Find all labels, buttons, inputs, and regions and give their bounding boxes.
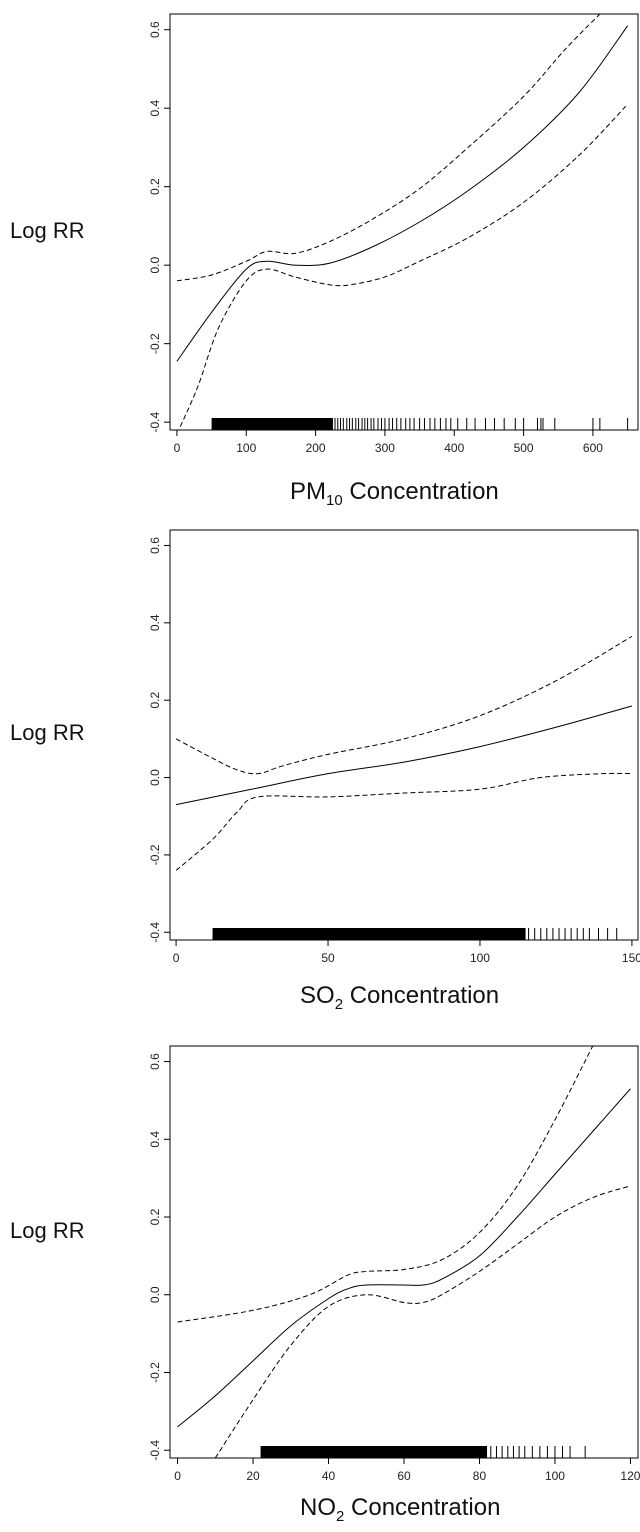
x-tick-label: 40 [322, 1469, 336, 1483]
y-tick-label: 0.2 [148, 692, 162, 709]
x-tick-label: 0 [174, 441, 181, 455]
x-axis-label-main: SO [300, 982, 335, 1009]
rug-dense [211, 418, 333, 430]
y-tick-label: 0.6 [148, 21, 162, 38]
x-tick-label: 50 [321, 951, 335, 965]
confidence-band-line [175, 772, 632, 871]
y-axis-label: Log RR [10, 720, 85, 745]
plot-frame [169, 529, 639, 941]
x-tick-label: 400 [444, 441, 464, 455]
y-tick-label: -0.2 [148, 333, 162, 354]
y-tick-label: 0.0 [148, 769, 162, 786]
x-axis-label-main: PM [290, 478, 326, 505]
plot-frame [169, 13, 639, 431]
x-tick-label: 500 [514, 441, 534, 455]
y-tick-label: 0.4 [148, 100, 162, 117]
x-tick-label: 600 [583, 441, 603, 455]
x-axis-label-rest: Concentration [342, 478, 499, 505]
confidence-band-line [175, 635, 633, 775]
y-tick-label: 0.0 [148, 1286, 162, 1303]
y-tick-label: 0.0 [148, 257, 162, 274]
y-tick-label: -0.2 [148, 1362, 162, 1383]
x-axis-label: SO2 Concentration [300, 982, 499, 1013]
x-tick-label: 0 [173, 951, 180, 965]
y-tick-label: 0.2 [148, 1208, 162, 1225]
y-tick-label: -0.2 [148, 844, 162, 865]
y-tick-label: 0.6 [148, 537, 162, 554]
x-axis-label-sub: 2 [334, 995, 344, 1013]
confidence-band-line [178, 103, 628, 430]
estimate-line [177, 1088, 631, 1428]
y-axis-label: Log RR [10, 218, 85, 243]
series-group [177, 1046, 631, 1458]
confidence-band-line [214, 1185, 631, 1458]
y-tick-label: -0.4 [148, 1440, 162, 1461]
y-tick-label: -0.4 [148, 922, 162, 943]
x-tick-label: 60 [397, 1469, 411, 1483]
confidence-band-line [177, 1046, 594, 1323]
y-tick-label: 0.2 [148, 178, 162, 195]
y-tick-label: -0.4 [148, 411, 162, 432]
panel-pm10: -0.4 -0.2 0.0 0.2 0.4 0.6 0 100 200 300 400 500 600 … [0, 0, 640, 510]
x-axis-label-rest: Concentration [344, 1494, 501, 1521]
x-axis-label-rest: Concentration [343, 982, 500, 1009]
x-tick-label: 80 [473, 1469, 487, 1483]
x-axis-label-main: NO [300, 1494, 336, 1521]
x-axis-label-sub: 2 [336, 1507, 345, 1525]
estimate-line [176, 25, 629, 362]
series-group [176, 14, 629, 430]
series-group [175, 635, 633, 871]
x-tick-label: 100 [545, 1469, 565, 1483]
x-tick-label: 150 [622, 951, 640, 965]
x-axis-label: NO2 Concentration [300, 1494, 500, 1525]
rug-dense [260, 1446, 488, 1458]
y-axis-label: Log RR [10, 1218, 85, 1243]
rug-dense [212, 928, 526, 940]
x-tick-label: 200 [306, 441, 326, 455]
y-tick-label: 0.4 [148, 1131, 162, 1148]
plot-frame [169, 1045, 639, 1459]
x-tick-label: 100 [236, 441, 256, 455]
estimate-line [175, 705, 633, 806]
x-tick-label: 0 [174, 1469, 181, 1483]
x-tick-label: 20 [246, 1469, 260, 1483]
x-axis-label: PM10 Concentration [290, 478, 499, 509]
chart-pm10: -0.4 -0.2 0.0 0.2 0.4 0.6 0 100 200 300 400 500 600 [148, 13, 639, 455]
x-tick-label: 300 [375, 441, 395, 455]
confidence-band-line [176, 14, 601, 282]
y-tick-label: 0.6 [148, 1053, 162, 1070]
x-tick-label: 100 [470, 951, 490, 965]
x-tick-label: 120 [620, 1469, 640, 1483]
y-tick-label: 0.4 [148, 614, 162, 631]
x-axis-label-sub: 10 [326, 491, 343, 509]
